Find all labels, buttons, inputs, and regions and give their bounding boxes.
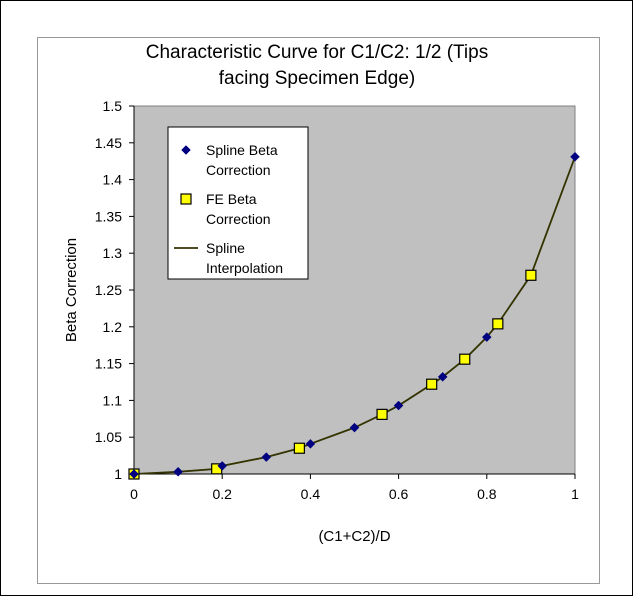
- data-point-fe-beta: [426, 378, 438, 390]
- data-point-fe-beta: [492, 318, 504, 330]
- x-tick-label: 0.4: [301, 486, 321, 502]
- data-point-spline-beta: [129, 469, 139, 479]
- data-point-fe-beta: [525, 269, 537, 281]
- y-axis-label: Beta Correction: [63, 238, 80, 342]
- data-point-fe-beta: [376, 408, 388, 420]
- data-point-fe-beta: [293, 442, 305, 454]
- y-tick-label: 1.1: [103, 392, 123, 408]
- data-point-spline-beta: [481, 332, 492, 342]
- y-tick-label: 1.45: [95, 135, 122, 151]
- y-tick-label: 1: [114, 466, 122, 482]
- data-point-spline-beta: [349, 422, 360, 433]
- legend-label: Spline Beta: [206, 142, 278, 158]
- y-tick-label: 1.4: [103, 172, 123, 188]
- chart-title-line: facing Specimen Edge): [219, 68, 415, 89]
- chart-title-line: Characteristic Curve for C1/C2: 1/2 (Tip…: [146, 42, 488, 63]
- y-tick-label: 1.5: [103, 98, 123, 114]
- legend-swatch-diamond: [181, 145, 191, 155]
- data-point-spline-beta: [393, 400, 404, 411]
- y-tick-label: 1.3: [103, 245, 123, 261]
- legend-label: Correction: [206, 211, 271, 227]
- x-tick-label: 0: [130, 486, 138, 502]
- x-tick-label: 1: [571, 486, 579, 502]
- y-tick-label: 1.15: [95, 356, 122, 372]
- y-tick-label: 1.25: [95, 282, 122, 298]
- x-tick-label: 0.2: [212, 486, 232, 502]
- x-tick-label: 0.8: [477, 486, 497, 502]
- data-point-spline-beta: [570, 151, 580, 162]
- data-point-spline-beta: [261, 452, 272, 462]
- legend-label: FE Beta: [206, 191, 257, 207]
- legend: Spline Beta Correction FE Beta Correction Sp…: [167, 126, 309, 280]
- data-point-spline-beta: [305, 438, 316, 449]
- series-layer: [128, 151, 580, 480]
- legend-swatch-square: [180, 193, 192, 205]
- data-point-spline-beta: [437, 371, 448, 382]
- legend-label: Correction: [206, 162, 271, 178]
- legend-label: Spline: [206, 240, 245, 256]
- legend-label: Interpolation: [206, 260, 283, 276]
- x-tick-label: 0.6: [389, 486, 409, 502]
- axes: 0 0.2 0.4 0.6 0.8 1 1 1.05 1.1 1.15 1.2 1.25 1.3 1.35…: [95, 98, 579, 502]
- y-tick-label: 1.2: [103, 319, 123, 335]
- data-point-fe-beta: [459, 353, 471, 365]
- data-point-spline-beta: [173, 466, 183, 477]
- y-tick-label: 1.05: [95, 429, 122, 445]
- data-point-spline-beta: [217, 461, 228, 471]
- chart-title: Characteristic Curve for C1/C2: 1/2 (Tip…: [146, 42, 488, 89]
- x-axis-label: (C1+C2)/D: [318, 528, 390, 545]
- y-tick-label: 1.35: [95, 208, 122, 224]
